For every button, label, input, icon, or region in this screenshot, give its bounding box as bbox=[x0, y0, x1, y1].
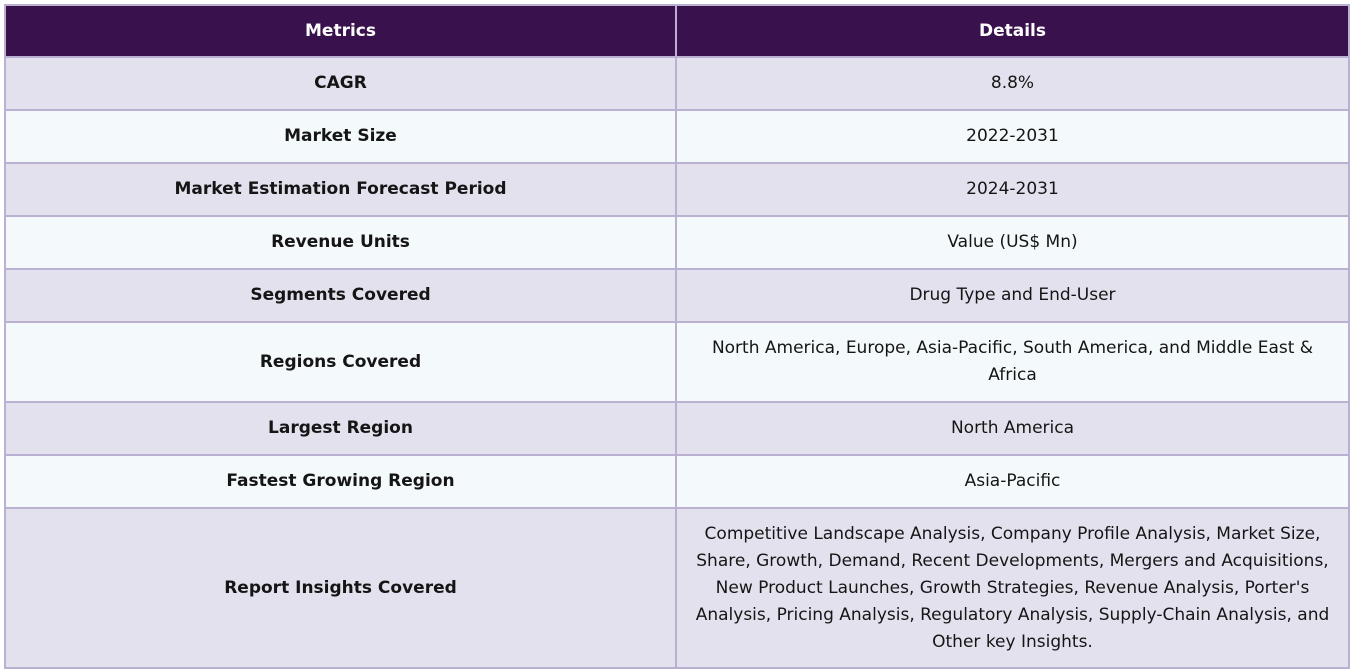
report-table-container: Metrics Details CAGR 8.8% Market Size 20… bbox=[4, 4, 1350, 669]
metric-cell: Segments Covered bbox=[4, 268, 677, 323]
table-row: Market Estimation Forecast Period 2024-2… bbox=[4, 162, 1350, 217]
table-row: Segments Covered Drug Type and End-User bbox=[4, 268, 1350, 323]
table-row: Revenue Units Value (US$ Mn) bbox=[4, 215, 1350, 270]
detail-cell: 8.8% bbox=[675, 56, 1350, 111]
details-column-header: Details bbox=[675, 4, 1350, 58]
metric-cell: Revenue Units bbox=[4, 215, 677, 270]
metric-cell: Largest Region bbox=[4, 401, 677, 456]
table-header-row: Metrics Details bbox=[4, 4, 1350, 58]
table-row: Largest Region North America bbox=[4, 401, 1350, 456]
metric-cell: Market Size bbox=[4, 109, 677, 164]
table-row: Fastest Growing Region Asia-Pacific bbox=[4, 454, 1350, 509]
report-metrics-table: Metrics Details CAGR 8.8% Market Size 20… bbox=[4, 4, 1350, 669]
metric-cell: Market Estimation Forecast Period bbox=[4, 162, 677, 217]
detail-cell: North America, Europe, Asia-Pacific, Sou… bbox=[675, 321, 1350, 403]
metric-cell: Regions Covered bbox=[4, 321, 677, 403]
metric-cell: Report Insights Covered bbox=[4, 507, 677, 669]
detail-cell: 2022-2031 bbox=[675, 109, 1350, 164]
metric-cell: CAGR bbox=[4, 56, 677, 111]
detail-cell: Competitive Landscape Analysis, Company … bbox=[675, 507, 1350, 669]
table-row: Regions Covered North America, Europe, A… bbox=[4, 321, 1350, 403]
detail-cell: Value (US$ Mn) bbox=[675, 215, 1350, 270]
detail-cell: Asia-Pacific bbox=[675, 454, 1350, 509]
table-row: CAGR 8.8% bbox=[4, 56, 1350, 111]
metric-cell: Fastest Growing Region bbox=[4, 454, 677, 509]
detail-cell: North America bbox=[675, 401, 1350, 456]
table-row: Report Insights Covered Competitive Land… bbox=[4, 507, 1350, 669]
detail-cell: Drug Type and End-User bbox=[675, 268, 1350, 323]
table-row: Market Size 2022-2031 bbox=[4, 109, 1350, 164]
metrics-column-header: Metrics bbox=[4, 4, 677, 58]
detail-cell: 2024-2031 bbox=[675, 162, 1350, 217]
